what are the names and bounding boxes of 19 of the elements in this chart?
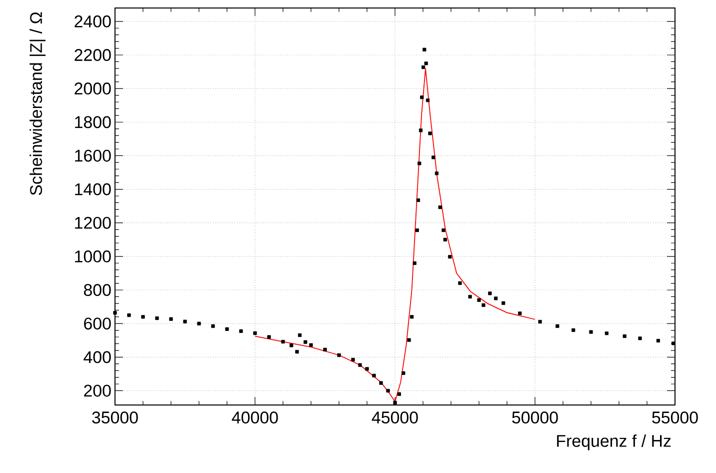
x-tick-label: 50000 bbox=[512, 412, 558, 424]
y-tick-label: 1800 bbox=[75, 116, 111, 128]
y-tick-label: 800 bbox=[84, 284, 111, 296]
y-tick-label: 600 bbox=[84, 318, 111, 330]
y-tick-label: 2400 bbox=[74, 15, 111, 28]
y-axis-title: Scheinwiderstand |Z| / Ω bbox=[30, 12, 46, 196]
x-tick-label: 35000 bbox=[92, 412, 138, 424]
y-tick-label: 1000 bbox=[75, 250, 111, 262]
y-tick-label: 200 bbox=[84, 384, 111, 397]
y-tick-label: 400 bbox=[84, 351, 111, 364]
x-tick-label: 55000 bbox=[652, 412, 698, 424]
y-tick-label: 1400 bbox=[75, 183, 111, 196]
y-tick-label: 2000 bbox=[74, 82, 111, 95]
y-tick-label: 1200 bbox=[75, 216, 111, 229]
x-tick-label: 45000 bbox=[372, 412, 418, 424]
x-tick-label: 40000 bbox=[232, 412, 278, 424]
y-tick-label: 1600 bbox=[75, 150, 111, 162]
y-tick-label: 2200 bbox=[74, 48, 111, 61]
x-axis-title: Frequenz f / Hz bbox=[557, 434, 671, 450]
